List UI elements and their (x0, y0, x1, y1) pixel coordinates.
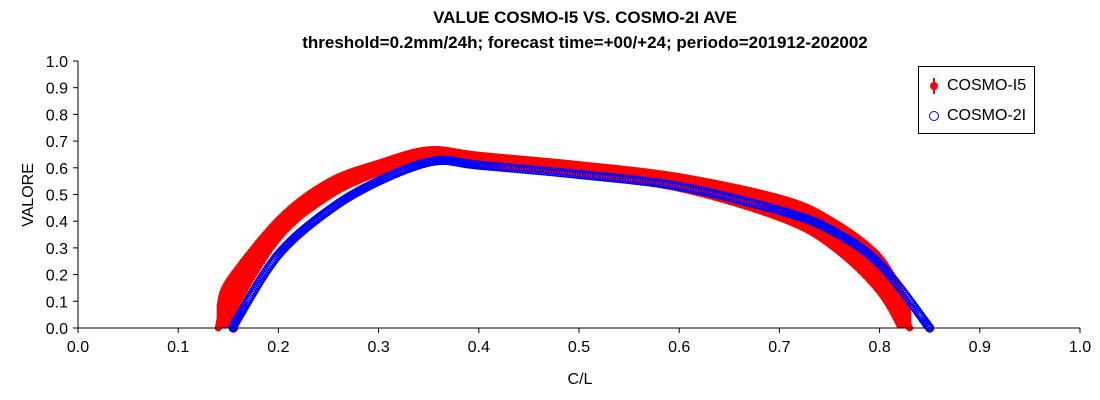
data-point (922, 320, 933, 330)
series-cosmo-2i (228, 155, 935, 333)
y-tick-label: 0.4 (46, 214, 68, 231)
y-tick-label: 0.0 (46, 321, 68, 338)
chart-subtitle: threshold=0.2mm/24h; forecast time=+00/+… (302, 33, 868, 52)
red-circle-marker-icon (927, 78, 941, 94)
x-tick-label: 0.1 (167, 339, 189, 356)
y-tick-label: 0.2 (46, 268, 68, 285)
legend-label: COSMO-2I (947, 107, 1027, 124)
y-axis-label: VALORE (20, 163, 37, 227)
x-axis-label: C/L (568, 371, 593, 388)
legend-label: COSMO-I5 (947, 77, 1027, 94)
x-tick-label: 0.6 (668, 339, 690, 356)
y-tick-label: 0.7 (46, 134, 68, 151)
x-tick-label: 0.8 (868, 339, 890, 356)
legend-item-cosmo-i5: COSMO-I5 (927, 77, 1026, 95)
axes: 0.0 0.1 0.2 0.3 0.4 0.5 0.6 0.7 0.8 0.9 1.0 0.0 0.1 0… (46, 54, 1091, 356)
y-tick-label: 0.5 (46, 188, 68, 205)
y-tick-label: 0.8 (46, 107, 68, 124)
data-point (923, 321, 933, 331)
y-tick-label: 1.0 (46, 54, 68, 71)
legend: COSMO-I5 COSMO-2I (918, 66, 1035, 134)
x-tick-label: 0.5 (568, 339, 590, 356)
legend-item-cosmo-2i: COSMO-2I (927, 107, 1026, 125)
series-cosmo-i5 (214, 146, 914, 332)
y-tick-label: 0.6 (46, 161, 68, 178)
x-tick-label: 0.4 (468, 339, 490, 356)
x-tick-label: 1.0 (1069, 339, 1091, 356)
blue-open-circle-marker-icon (927, 109, 941, 123)
y-tick-label: 0.9 (46, 81, 68, 98)
x-tick-label: 0.9 (969, 339, 991, 356)
y-tick-label: 0.1 (46, 294, 68, 311)
plot-series (214, 146, 935, 333)
y-tick-label: 0.3 (46, 241, 68, 258)
x-tick-label: 0.2 (267, 339, 289, 356)
x-tick-label: 0.3 (367, 339, 389, 356)
x-tick-label: 0.7 (768, 339, 790, 356)
x-tick-label: 0.0 (67, 339, 89, 356)
chart-title: VALUE COSMO-I5 VS. COSMO-2I AVE (433, 8, 737, 27)
